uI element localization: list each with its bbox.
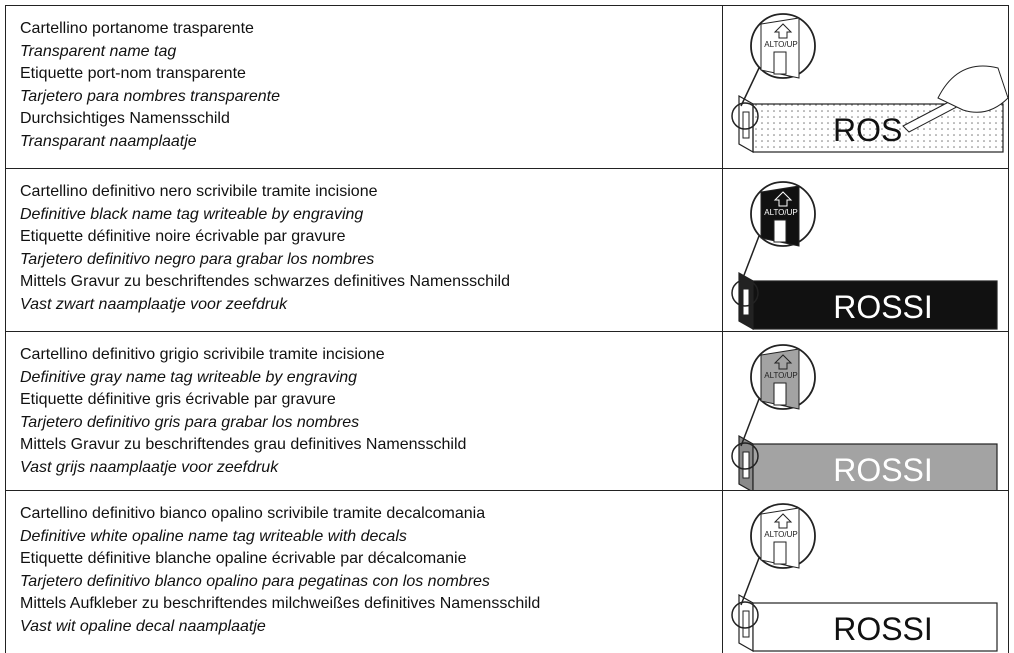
description-line: Mittels Aufkleber zu beschriftendes milc… [20,595,541,613]
tag-illustration: ROSSI ALTO/UP [731,181,998,331]
description-line: Etiquette port-nom transparente [20,65,246,83]
connector [740,398,760,447]
description-line: Definitive white opaline name tag writea… [20,527,407,545]
up-arrow [773,23,793,39]
description-line: Vast wit opaline decal naamplaatje [20,617,266,635]
tag-illustration: ROSSI ALTO/UP [731,503,998,653]
connector [740,557,760,606]
zoom-panel [760,185,800,247]
hand [937,65,1009,113]
description-line: Vast zwart naamplaatje voor zeefdruk [20,295,288,313]
zoom-slot [773,541,787,565]
tag-illustration: ROS ALTO/UP [731,13,1009,154]
up-label: ALTO/UP [764,371,798,380]
up-arrow [773,354,793,370]
description-line: Cartellino definitivo nero scrivibile tr… [20,183,378,200]
slot [742,610,750,638]
slot [742,451,750,479]
description-line: Etiquette définitive noire écrivable par… [20,228,346,246]
tag-body [752,602,998,652]
table-row: Cartellino definitivo nero scrivibile tr… [5,168,1009,331]
up-label: ALTO/UP [764,530,798,539]
tag-body [752,443,998,493]
description: Cartellino definitivo nero scrivibile tr… [20,181,510,317]
connector [740,235,760,284]
tag-body [752,103,1004,153]
description-line: Mittels Gravur zu beschriftendes schwarz… [20,273,510,291]
zoom-panel [760,17,800,79]
small-circle [731,279,759,307]
table-row: Cartellino definitivo bianco opalino scr… [5,490,1009,653]
description-line: Definitive gray name tag writeable by en… [20,368,358,386]
description: Cartellino definitivo grigio scrivibile … [20,344,466,480]
description-line: Transparent name tag [20,42,177,60]
zoom-slot [773,382,787,406]
table-row: Cartellino portanome trasparente Transpar… [5,5,1009,168]
description-line: Tarjetero definitivo negro para grabar l… [20,250,375,268]
zoom-slot [773,51,787,75]
illustration-cell: ROSSI ALTO/UP [722,169,1009,331]
table-row: Cartellino definitivo grigio scrivibile … [5,331,1009,494]
zoom-panel [760,348,800,410]
tag-name: ROSSI [833,289,933,325]
description-line: Definitive black name tag writeable by e… [20,205,364,223]
small-circle [731,601,759,629]
description-line: Etiquette définitive blanche opaline écr… [20,550,467,568]
tag-name: ROSSI [833,452,933,488]
description-line: Etiquette définitive gris écrivable par … [20,391,336,409]
up-arrow [773,513,793,529]
description-line: Cartellino definitivo grigio scrivibile … [20,346,385,363]
illustration-cell: ROSSI ALTO/UP [722,332,1009,494]
small-circle [731,102,759,130]
slot [742,111,750,139]
zoom-panel [760,507,800,569]
connector [740,67,760,107]
description-line: Tarjetero definitivo blanco opalino para… [20,572,490,590]
tag-illustration: ROSSI ALTO/UP [731,344,998,494]
small-circle [731,442,759,470]
description-line: Vast grijs naamplaatje voor zeefdruk [20,458,279,476]
up-label: ALTO/UP [764,208,798,217]
description-line: Tarjetero definitivo gris para grabar lo… [20,413,360,431]
description-line: Mittels Gravur zu beschriftendes grau de… [20,436,467,454]
description-line: Cartellino portanome trasparente [20,20,254,37]
illustration-cell: ROS ALTO/UP [722,6,1009,168]
description: Cartellino portanome trasparente Transpar… [20,18,280,154]
up-arrow [773,191,793,207]
up-label: ALTO/UP [764,40,798,49]
tag-name: ROS [833,112,902,148]
description-line: Cartellino definitivo bianco opalino scr… [20,505,486,522]
tag-name: ROSSI [833,611,933,647]
description-line: Tarjetero para nombres transparente [20,87,280,105]
description-line: Durchsichtiges Namensschild [20,110,230,128]
zoom-slot [773,219,787,243]
description-line: Transparant naamplaatje [20,132,197,150]
illustration-cell: ROSSI ALTO/UP [722,491,1009,653]
tag-body [752,280,998,330]
slot [742,288,750,316]
description: Cartellino definitivo bianco opalino scr… [20,503,540,639]
